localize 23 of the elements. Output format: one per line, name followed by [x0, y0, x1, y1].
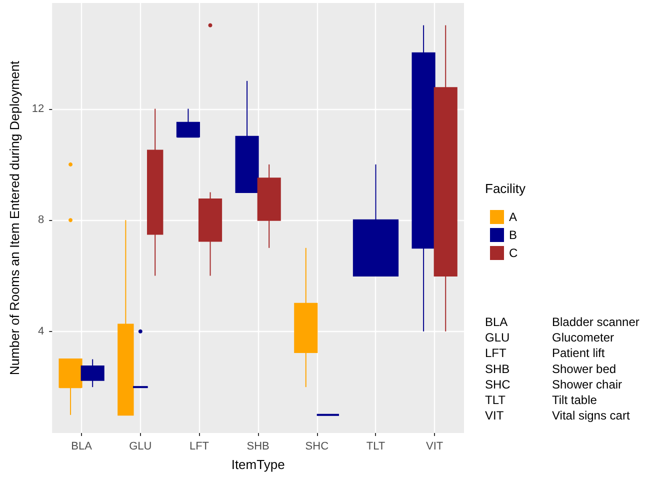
legend-label: A	[509, 210, 518, 224]
text: TLT Tilt table	[485, 393, 597, 407]
x-tick-label: SHB	[246, 440, 270, 452]
legend-label: C	[509, 246, 518, 260]
text: BLA Bladder scanner	[485, 315, 640, 329]
legend-title: Facility	[485, 181, 526, 196]
y-tick-label: 8	[38, 214, 44, 226]
x-tick-label: LFT	[189, 440, 210, 452]
y-tick-label: 4	[38, 325, 44, 338]
legend-label: B	[509, 228, 518, 242]
x-tick-label: SHC	[305, 440, 329, 452]
y-axis-title: Number of Rooms an Item Entered during Deployment	[7, 60, 22, 376]
text: LFT Patient lift	[485, 346, 605, 360]
y-tick-label: 12	[32, 102, 44, 115]
text: SHC Shower chair	[485, 377, 622, 392]
text: GLU Glucometer	[485, 330, 614, 345]
text: SHB Shower bed	[485, 362, 616, 376]
x-axis-title: ItemType	[231, 457, 285, 472]
x-tick-label: GLU	[129, 440, 152, 452]
x-tick-label: TLT	[366, 440, 386, 452]
x-tick-label: BLA	[71, 440, 93, 452]
text: VIT Vital signs cart	[485, 408, 630, 423]
x-tick-label: VIT	[426, 440, 444, 452]
